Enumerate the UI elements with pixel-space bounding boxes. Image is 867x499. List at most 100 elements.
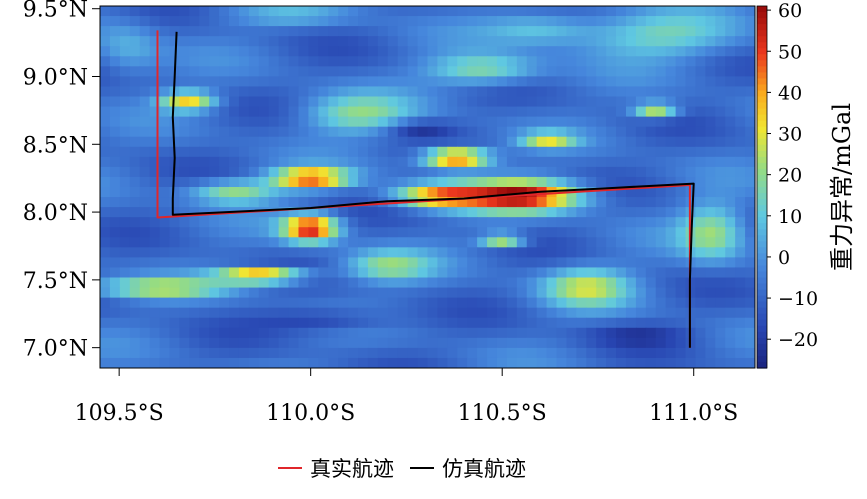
- colorbar-step: [757, 193, 767, 200]
- heat-cell: [635, 307, 647, 319]
- heat-cell: [238, 6, 250, 17]
- heat-cell: [457, 307, 468, 319]
- heat-cell: [616, 187, 627, 198]
- heat-cell: [695, 26, 706, 37]
- heat-cell: [308, 56, 319, 67]
- heat-cell: [288, 56, 300, 67]
- heat-cell: [248, 357, 260, 368]
- heat-cell: [278, 267, 290, 279]
- colorbar-step: [757, 205, 767, 212]
- heat-cell: [576, 176, 587, 188]
- heat-cell: [745, 76, 755, 88]
- heat-cell: [377, 136, 389, 148]
- heat-cell: [338, 156, 349, 168]
- heat-cell: [338, 207, 349, 218]
- heat-cell: [159, 217, 171, 228]
- heat-cell: [308, 357, 319, 368]
- heat-cell: [576, 126, 587, 138]
- heat-cell: [338, 257, 349, 269]
- heat-cell: [675, 217, 687, 228]
- heat-cell: [348, 6, 359, 17]
- heat-cell: [665, 227, 677, 238]
- heat-cell: [119, 227, 131, 238]
- heat-cell: [556, 327, 568, 339]
- heat-cell: [616, 297, 627, 309]
- heat-cell: [467, 187, 478, 198]
- heat-cell: [268, 146, 280, 158]
- heat-cell: [189, 197, 200, 208]
- heat-cell: [358, 56, 369, 67]
- heat-cell: [516, 106, 528, 118]
- colorbar-step: [757, 90, 767, 98]
- heat-cell: [278, 237, 290, 248]
- heat-cell: [367, 146, 379, 158]
- heat-cell: [377, 217, 389, 228]
- heat-cell: [387, 56, 399, 67]
- heat-cell: [665, 357, 677, 368]
- heat-cell: [675, 126, 687, 138]
- heat-cell: [367, 6, 379, 17]
- heat-cell: [536, 86, 548, 98]
- heat-cell: [377, 237, 389, 248]
- heat-cell: [745, 357, 755, 368]
- heat-cell: [506, 187, 518, 198]
- heat-cell: [477, 166, 488, 178]
- heat-cell: [387, 347, 399, 359]
- heat-cell: [705, 237, 716, 248]
- heat-cell: [258, 267, 270, 279]
- heat-cell: [179, 96, 190, 108]
- heat-cell: [229, 337, 240, 349]
- heat-cell: [348, 16, 359, 27]
- heat-cell: [268, 267, 280, 279]
- heat-cell: [645, 36, 657, 47]
- heat-cell: [219, 56, 230, 67]
- heat-cell: [516, 247, 528, 258]
- heat-cell: [536, 207, 548, 218]
- heat-cell: [566, 136, 577, 148]
- heat-cell: [278, 247, 290, 258]
- heat-cell: [576, 207, 587, 218]
- heat-cell: [377, 156, 389, 168]
- heat-cell: [725, 6, 736, 17]
- heat-cell: [427, 66, 439, 77]
- heat-cell: [645, 337, 657, 349]
- heat-cell: [516, 56, 528, 67]
- heat-cell: [209, 187, 220, 198]
- heat-cell: [586, 217, 597, 228]
- heat-cell: [467, 16, 478, 27]
- colorbar-step: [757, 217, 767, 224]
- heat-cell: [586, 277, 597, 289]
- heat-cell: [586, 46, 597, 57]
- heat-cell: [169, 317, 180, 329]
- heat-cell: [487, 207, 498, 218]
- heat-cell: [278, 26, 290, 37]
- heat-cell: [129, 116, 141, 128]
- heat-cell: [655, 297, 667, 309]
- heat-cell: [179, 156, 190, 168]
- heat-cell: [705, 6, 716, 17]
- colorbar-step: [757, 313, 767, 321]
- heat-cell: [596, 16, 607, 27]
- heat-cell: [516, 307, 528, 319]
- heat-cell: [377, 357, 389, 368]
- heat-cell: [467, 66, 478, 77]
- heat-cell: [248, 156, 260, 168]
- heat-cell: [298, 146, 309, 158]
- colorbar-step: [757, 162, 767, 170]
- heat-cell: [189, 46, 200, 57]
- heat-cell: [209, 56, 220, 67]
- heat-cell: [199, 176, 210, 188]
- heat-cell: [457, 76, 468, 88]
- heat-cell: [665, 187, 677, 198]
- heat-cell: [318, 106, 329, 118]
- heat-cell: [258, 277, 270, 289]
- heat-cell: [516, 116, 528, 128]
- heat-cell: [298, 76, 309, 88]
- heat-cell: [467, 307, 478, 319]
- heat-cell: [278, 307, 290, 319]
- heat-cell: [308, 66, 319, 77]
- heat-cell: [645, 66, 657, 77]
- heat-cell: [655, 136, 667, 148]
- heat-cell: [229, 26, 240, 37]
- heat-cell: [675, 136, 687, 148]
